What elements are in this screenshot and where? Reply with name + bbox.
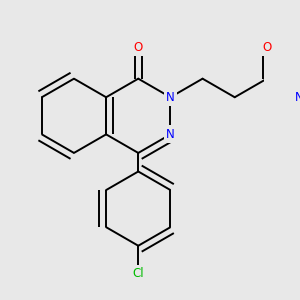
Text: N: N — [166, 128, 175, 141]
Text: N: N — [295, 91, 300, 104]
Text: O: O — [134, 40, 143, 54]
Text: Cl: Cl — [133, 267, 144, 280]
Text: N: N — [166, 91, 175, 104]
Text: O: O — [262, 40, 272, 54]
